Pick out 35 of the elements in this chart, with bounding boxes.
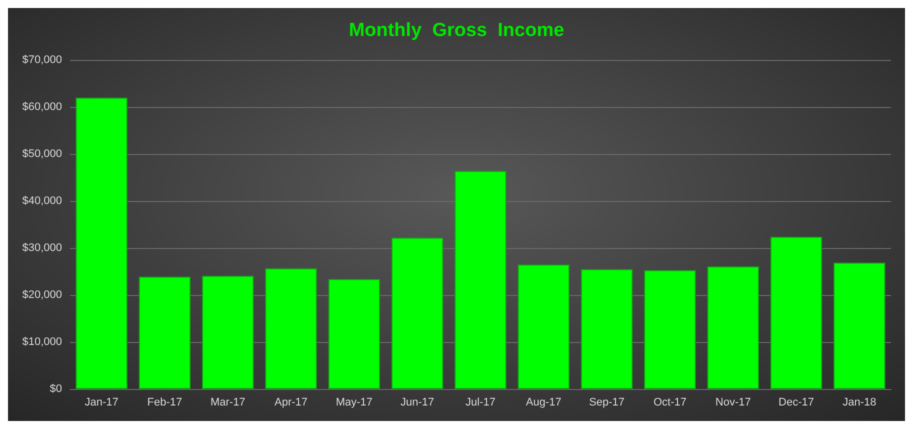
x-tick-label: Nov-17 [715, 396, 751, 408]
y-tick-label: $10,000 [22, 336, 62, 348]
y-tick-label: $70,000 [22, 54, 62, 66]
y-tick-label: $0 [50, 383, 62, 395]
x-tick-label: Mar-17 [210, 396, 246, 408]
bar [644, 270, 696, 389]
x-tick-label: Jun-17 [400, 396, 434, 408]
bar [265, 268, 317, 389]
x-tick-label: Feb-17 [147, 396, 182, 408]
bar [202, 276, 254, 389]
bar [76, 98, 128, 389]
bar [580, 269, 633, 389]
bar [770, 236, 822, 389]
x-tick-label: Apr-17 [274, 396, 308, 408]
x-tick-label: Dec-17 [778, 396, 814, 408]
bar [391, 238, 444, 389]
bar [328, 279, 380, 389]
y-tick-label: $30,000 [22, 242, 62, 254]
x-tick-label: Jan-17 [84, 396, 118, 408]
x-tick-label: Sep-17 [589, 396, 625, 408]
y-tick-label: $20,000 [22, 289, 62, 301]
x-tick-label: Jan-18 [842, 396, 876, 408]
y-tick-label: $60,000 [22, 101, 62, 113]
y-tick-label: $40,000 [22, 195, 62, 207]
x-tick-label: Jul-17 [466, 396, 496, 408]
bar [138, 276, 191, 389]
x-tick-label: May-17 [336, 396, 373, 408]
y-tick-label: $50,000 [22, 148, 62, 160]
x-tick-label: Aug-17 [526, 396, 562, 408]
bar [707, 266, 760, 389]
bar [518, 264, 570, 389]
bar [454, 170, 506, 389]
chart-title: Monthly Gross Income [348, 20, 564, 41]
bar [834, 262, 886, 389]
x-tick-label: Oct-17 [653, 396, 686, 408]
